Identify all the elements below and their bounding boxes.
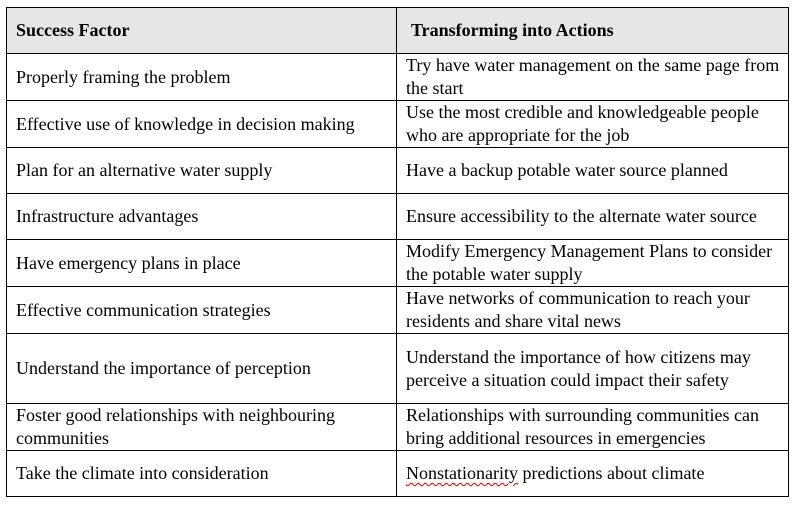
action-text: Ensure accessibility to the alternate wa… — [406, 206, 757, 226]
table-row: Foster good relationships with neighbour… — [6, 403, 789, 451]
table-row: Effective use of knowledge in decision m… — [6, 100, 789, 148]
factor-cell: Understand the importance of perception — [6, 333, 397, 404]
header-success-factor: Success Factor — [6, 7, 397, 54]
factor-text: Foster good relationships with neighbour… — [16, 405, 335, 448]
factor-text: Properly framing the problem — [16, 66, 231, 87]
action-cell: Try have water management on the same pa… — [396, 53, 789, 101]
factor-cell: Infrastructure advantages — [6, 193, 397, 240]
factor-text: Effective communication strategies — [16, 299, 271, 320]
action-cell: Ensure accessibility to the alternate wa… — [396, 193, 789, 240]
spellcheck-flagged-word: Nonstationarity — [406, 463, 518, 483]
factor-text: Effective use of knowledge in decision m… — [16, 113, 355, 134]
factor-cell: Foster good relationships with neighbour… — [6, 403, 397, 451]
action-text: Have networks of communication to reach … — [406, 288, 750, 331]
factor-text: Have emergency plans in place — [16, 252, 241, 273]
action-cell: Have networks of communication to reach … — [396, 286, 789, 334]
table-row: Effective communication strategies Have … — [6, 286, 789, 334]
action-cell: Use the most credible and knowledgeable … — [396, 100, 789, 148]
action-cell: Modify Emergency Management Plans to con… — [396, 239, 789, 287]
factor-text: Understand the importance of perception — [16, 358, 311, 378]
table-row: Plan for an alternative water supply Hav… — [6, 147, 789, 194]
factor-cell: Effective use of knowledge in decision m… — [6, 100, 397, 148]
table-header-row: Success Factor Transforming into Actions — [6, 7, 789, 54]
table-row: Have emergency plans in place Modify Eme… — [6, 239, 789, 287]
factor-cell: Plan for an alternative water supply — [6, 147, 397, 194]
action-cell: Have a backup potable water source plann… — [396, 147, 789, 194]
table-row: Take the climate into consideration Nons… — [6, 450, 789, 497]
header-success-factor-text: Success Factor — [16, 20, 130, 40]
action-text: Have a backup potable water source plann… — [406, 160, 728, 180]
factor-text: Plan for an alternative water supply — [16, 160, 273, 180]
factor-cell: Effective communication strategies — [6, 286, 397, 334]
factor-text: Take the climate into consideration — [16, 463, 269, 483]
table-row: Infrastructure advantages Ensure accessi… — [6, 193, 789, 240]
action-cell: Understand the importance of how citizen… — [396, 333, 789, 404]
header-transforming-into-actions: Transforming into Actions — [396, 7, 789, 54]
header-actions-text: Transforming into Actions — [411, 20, 614, 40]
action-text: Modify Emergency Management Plans to con… — [406, 241, 773, 284]
action-text: Use the most credible and knowledgeable … — [406, 102, 759, 145]
action-text: Relationships with surrounding communiti… — [406, 405, 759, 448]
action-text: Understand the importance of how citizen… — [406, 346, 751, 390]
table-row: Properly framing the problem Try have wa… — [6, 53, 789, 101]
action-text: Nonstationarity predictions about climat… — [398, 462, 788, 485]
factor-cell: Have emergency plans in place — [6, 239, 397, 287]
action-cell: Nonstationarity predictions about climat… — [396, 450, 789, 497]
factor-cell: Take the climate into consideration — [6, 450, 397, 497]
action-text: Try have water management on the same pa… — [406, 55, 780, 98]
action-cell: Relationships with surrounding communiti… — [396, 403, 789, 451]
factor-cell: Properly framing the problem — [6, 53, 397, 101]
table-row: Understand the importance of perception … — [6, 333, 789, 404]
factor-text: Infrastructure advantages — [16, 206, 199, 226]
success-factors-table: Success Factor Transforming into Actions… — [6, 7, 789, 497]
action-text-rest: predictions about climate — [517, 463, 705, 483]
